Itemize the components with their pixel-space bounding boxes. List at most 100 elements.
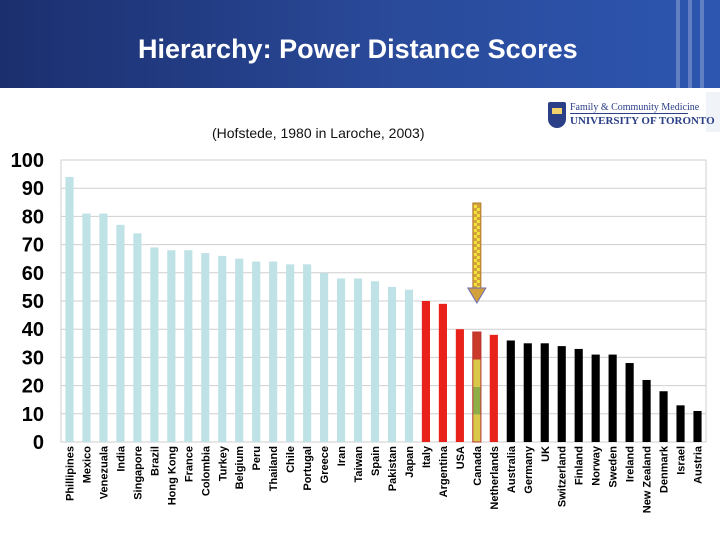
x-axis: Phillipines Mexico Venezuala India Singapore… [64, 445, 704, 513]
arrow-check [476, 250, 480, 253]
arrow-check [476, 244, 480, 247]
x-tick-label: Argentina [438, 445, 450, 497]
x-tick-label: Phillipines [64, 446, 76, 501]
arrow-check [473, 283, 477, 286]
arrow-check [476, 208, 480, 211]
x-tick-label: Finland [574, 446, 586, 485]
bar [286, 264, 295, 442]
bar [150, 247, 159, 442]
bar [438, 303, 447, 442]
x-tick-label: UK [540, 446, 552, 462]
banner-stripe [700, 0, 704, 88]
bar [523, 343, 532, 442]
x-tick-label: USA [455, 446, 467, 469]
bar [557, 346, 566, 442]
x-tick-label: Taiwan [353, 446, 365, 483]
arrow-check [473, 259, 477, 262]
arrow-check [473, 241, 477, 244]
bar [353, 278, 363, 442]
x-tick-label: Austria [693, 445, 705, 484]
arrow-check [473, 235, 477, 238]
x-tick-label: Australia [506, 445, 518, 493]
banner-stripe [676, 0, 680, 88]
y-tick-label: 100 [11, 150, 44, 172]
x-tick-label: Japan [404, 446, 416, 478]
arrow-check [476, 214, 480, 217]
y-tick-label: 80 [22, 206, 44, 228]
x-tick-label: Chile [285, 446, 297, 473]
bar [320, 272, 329, 442]
bar [489, 334, 498, 442]
bar-canada-segment [472, 359, 481, 388]
bar [218, 255, 227, 442]
arrow-check [473, 271, 477, 274]
x-tick-label: Mexico [81, 446, 93, 484]
arrow-layer [466, 202, 487, 304]
x-tick-label: Switzerland [557, 446, 569, 507]
bar [404, 289, 414, 442]
crest-icon [548, 102, 566, 128]
x-tick-label: Greece [319, 446, 331, 483]
arrow-check [476, 238, 480, 241]
x-tick-label: Hong Kong [166, 446, 178, 505]
x-tick-label: Israel [676, 446, 688, 475]
bar [133, 233, 142, 442]
y-tick-label: 70 [22, 235, 44, 257]
bar [269, 261, 278, 442]
bar [184, 250, 193, 442]
bar-layer [65, 176, 702, 443]
bar [82, 213, 91, 442]
power-distance-chart: 0 10 20 30 40 50 60 70 80 90 100 Phillipines Mexico… [11, 150, 707, 513]
y-tick-label: 60 [22, 263, 44, 285]
arrow-check [473, 223, 477, 226]
title-banner: Hierarchy: Power Distance Scores [0, 0, 720, 88]
bar [201, 253, 210, 442]
bar [252, 261, 261, 442]
bar [693, 410, 702, 442]
x-tick-label: Venezuala [98, 445, 110, 499]
x-tick-label: Sweden [608, 446, 620, 488]
arrow-check [473, 217, 477, 220]
arrow-check [473, 253, 477, 256]
bar [642, 379, 651, 442]
bar [65, 176, 74, 443]
x-tick-label: Peru [251, 446, 263, 470]
bar [540, 343, 549, 442]
x-tick-label: New Zealand [642, 446, 654, 513]
x-tick-label: Netherlands [489, 446, 501, 510]
bar [116, 224, 125, 442]
arrow-check [476, 226, 480, 229]
university-logo: Family & Community Medicine UNIVERSITY O… [548, 100, 715, 132]
arrow-check [473, 211, 477, 214]
bar [370, 281, 380, 442]
x-tick-label: Iran [336, 446, 348, 466]
y-tick-label: 10 [22, 404, 44, 426]
x-tick-label: Denmark [659, 445, 671, 493]
arrow-check [473, 229, 477, 232]
y-tick-label: 0 [33, 432, 44, 454]
bar [303, 264, 312, 442]
chart-subtitle: (Hofstede, 1980 in Laroche, 2003) [212, 125, 425, 141]
bar [387, 286, 397, 442]
side-decoration [706, 92, 720, 132]
bar [676, 405, 685, 442]
y-tick-label: 90 [22, 178, 44, 200]
arrow-check [476, 262, 480, 265]
bar [455, 329, 464, 442]
arrow-check [473, 277, 477, 280]
y-tick-label: 20 [22, 376, 44, 398]
slide-title: Hierarchy: Power Distance Scores [138, 34, 578, 64]
x-tick-label: Canada [472, 445, 484, 486]
logo-department: Family & Community Medicine [570, 102, 700, 113]
x-tick-label: Italy [421, 445, 433, 468]
x-tick-label: Ireland [625, 446, 637, 482]
arrow-check [473, 265, 477, 268]
banner-stripe [688, 0, 692, 88]
bar [336, 278, 346, 442]
x-tick-label: Pakistan [387, 446, 399, 492]
bar-canada-segment [472, 414, 481, 443]
logo-divider [570, 113, 688, 114]
x-tick-label: Turkey [217, 445, 229, 481]
x-tick-label: Colombia [200, 445, 212, 496]
y-tick-label: 30 [22, 347, 44, 369]
